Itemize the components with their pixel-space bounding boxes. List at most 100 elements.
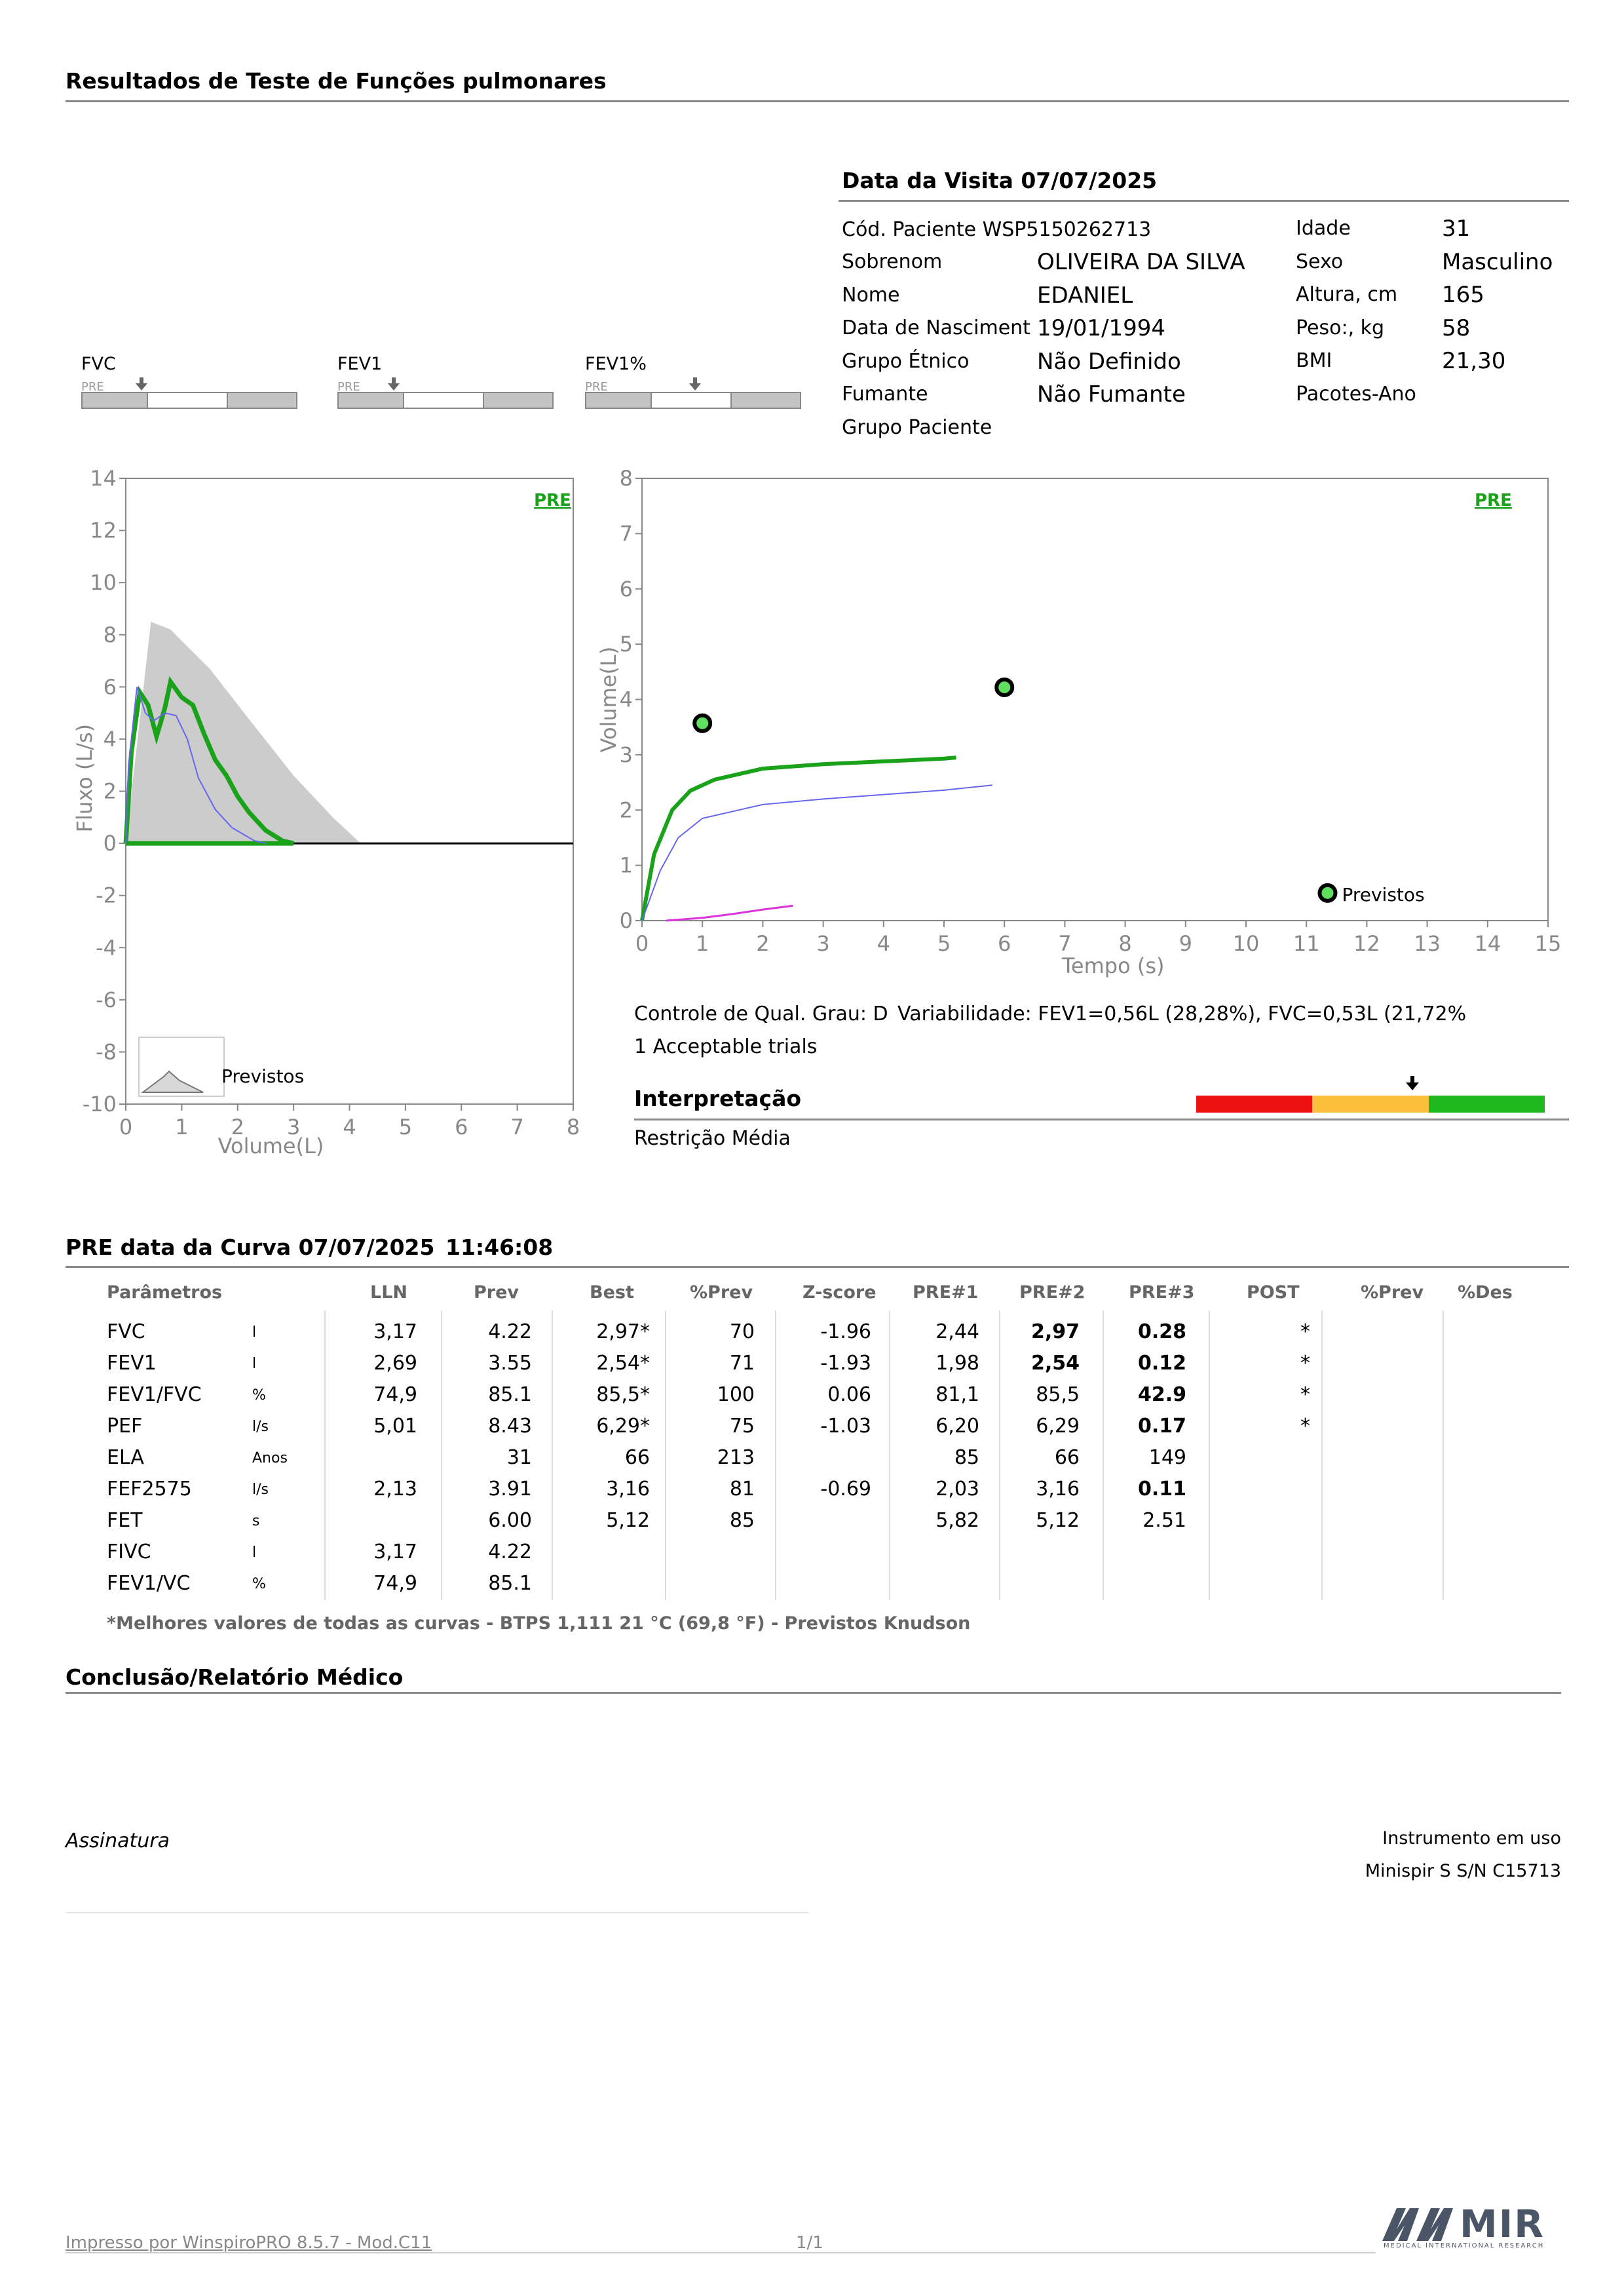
table-cell-pprev: 213	[717, 1446, 755, 1469]
table-cell-p1: 2,03	[935, 1478, 979, 1501]
param-unit: l/s	[252, 1482, 269, 1498]
x-tick-label: 11	[1293, 931, 1320, 956]
table-cell-p3: 2.51	[1142, 1509, 1186, 1532]
table-cell-post: *	[1300, 1320, 1310, 1343]
table-cell-p3: 149	[1148, 1446, 1186, 1469]
x-tick-label: 2	[231, 1115, 244, 1139]
zbar-normal	[402, 393, 484, 408]
table-cell-p3: 0.11	[1137, 1478, 1186, 1501]
x-tick-label: 14	[1474, 931, 1501, 956]
table-cell-p2: 2,97	[1030, 1320, 1080, 1343]
table-cell-p1: 6,20	[935, 1415, 979, 1438]
interpretation-marker-icon	[1405, 1076, 1419, 1092]
column-divider	[999, 1311, 1000, 1600]
zbar-high	[731, 393, 800, 408]
y-axis-label: Volume(L)	[596, 647, 621, 753]
y-tick-label: -8	[96, 1039, 117, 1064]
x-tick-label: 13	[1414, 931, 1441, 956]
x-tick-label: 5	[399, 1115, 412, 1139]
y-tick-label: 3	[620, 742, 633, 767]
mir-logo-icon	[1382, 2208, 1453, 2241]
plot-area	[641, 478, 1549, 921]
table-header: Best	[590, 1282, 634, 1303]
table-header: %Prev	[1361, 1282, 1424, 1303]
patient-label: Peso:, kg	[1296, 316, 1385, 339]
x-tick-label: 5	[937, 931, 951, 956]
y-tick-label: 10	[90, 570, 117, 595]
table-cell-prev: 8.43	[488, 1415, 532, 1438]
x-axis-label: Volume(L)	[218, 1134, 324, 1158]
x-tick-label: 15	[1535, 931, 1562, 956]
param-name: FEV1/VC	[107, 1572, 191, 1595]
column-divider	[1209, 1311, 1210, 1600]
table-header: Prev	[474, 1282, 519, 1303]
x-tick-label: 8	[1118, 931, 1131, 956]
acceptable-trials: 1 Acceptable trials	[634, 1035, 818, 1058]
mir-logo-subtitle: MEDICAL INTERNATIONAL RESEARCH	[1384, 2242, 1545, 2249]
zbar-high	[227, 393, 296, 408]
table-cell-z: -1.03	[820, 1415, 871, 1438]
zbar-label: FEV1%	[585, 354, 647, 374]
table-cell-p1: 5,82	[935, 1509, 979, 1532]
zbar-label: FVC	[81, 354, 116, 374]
y-tick-label: 7	[620, 521, 633, 546]
patient-value: Masculino	[1442, 248, 1553, 275]
y-tick-label: -6	[96, 987, 117, 1012]
curve-time: 11:46:08	[445, 1234, 554, 1260]
x-tick-label: 4	[343, 1115, 356, 1139]
column-divider	[1103, 1311, 1104, 1600]
zbar-label: FEV1	[337, 354, 383, 374]
table-cell-lln: 74,9	[373, 1383, 417, 1406]
table-cell-lln: 5,01	[373, 1415, 417, 1438]
series-line	[641, 784, 992, 921]
table-cell-best: 2,97*	[596, 1320, 650, 1343]
table-cell-post: *	[1300, 1352, 1310, 1375]
printed-by: Impresso por WinspiroPRO 8.5.7 - Mod.C11	[66, 2233, 432, 2253]
zbar-marker-icon	[387, 377, 400, 392]
table-cell-best: 2,54*	[596, 1352, 650, 1375]
predicted-point	[1317, 883, 1338, 903]
table-cell-p2: 85,5	[1036, 1383, 1080, 1406]
table-header: %Des	[1458, 1282, 1513, 1303]
conclusion-divider	[66, 1692, 1561, 1694]
x-tick-label: 6	[998, 931, 1011, 956]
param-unit: l	[252, 1544, 257, 1561]
page-title: Resultados de Teste de Funções pulmonare…	[66, 68, 607, 94]
table-cell-best: 5,12	[606, 1509, 650, 1532]
series-line	[666, 904, 793, 922]
table-cell-pprev: 85	[729, 1509, 755, 1532]
table-cell-post: *	[1300, 1383, 1310, 1406]
footer-line	[66, 2252, 1376, 2253]
column-divider	[552, 1311, 553, 1600]
x-tick-label: 10	[1233, 931, 1260, 956]
patient-label: Grupo Étnico	[842, 349, 970, 373]
param-name: FEV1	[107, 1352, 157, 1375]
table-cell-best: 6,29*	[596, 1415, 650, 1438]
predicted-point	[994, 677, 1015, 697]
x-tick-label: 3	[287, 1115, 300, 1139]
table-cell-pprev: 71	[729, 1352, 755, 1375]
patient-label: Pacotes-Ano	[1296, 382, 1416, 406]
table-cell-p3: 0.28	[1137, 1320, 1186, 1343]
column-divider	[441, 1311, 442, 1600]
table-cell-prev: 3.91	[488, 1478, 532, 1501]
zbar	[337, 392, 554, 409]
interpretation-title: Interpretação	[634, 1086, 802, 1111]
y-tick-label: 6	[104, 674, 117, 699]
table-cell-pprev: 70	[729, 1320, 755, 1343]
column-divider	[775, 1311, 776, 1600]
zbar-tag: PRE	[81, 380, 104, 394]
table-cell-lln: 74,9	[373, 1572, 417, 1595]
y-tick-label: -4	[96, 935, 117, 960]
param-name: ELA	[107, 1446, 144, 1469]
severity-orange	[1312, 1096, 1429, 1113]
param-unit: l	[252, 1356, 257, 1372]
table-cell-prev: 31	[506, 1446, 532, 1469]
zbar-tag: PRE	[337, 380, 360, 394]
table-cell-prev: 85.1	[488, 1383, 532, 1406]
curve-title: PRE data da Curva 07/07/2025	[66, 1234, 435, 1260]
patient-value: EDANIEL	[1037, 282, 1133, 309]
x-tick-label: 12	[1353, 931, 1380, 956]
x-axis-label: Tempo (s)	[1061, 953, 1165, 978]
zbar-high	[483, 393, 552, 408]
